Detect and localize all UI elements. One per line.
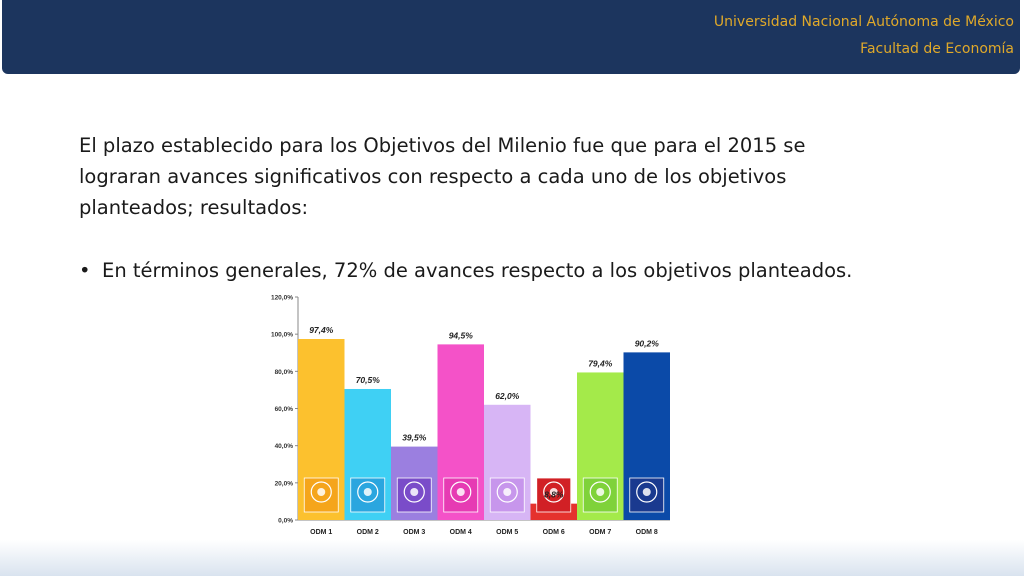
- odm-bar-chart: 0,0% 20,0% 40,0% 60,0% 80,0% 100,0% 120,0% 97,…: [271, 295, 670, 536]
- chart-bars: [298, 338, 670, 520]
- y-tick-label: 0,0%: [278, 518, 293, 525]
- y-tick-label: 100,0%: [271, 332, 293, 339]
- x-tick-label: ODM 7: [589, 529, 611, 536]
- data-label: 94,5%: [449, 330, 474, 340]
- goal-icon-center: [363, 488, 372, 496]
- goal-icon-center: [410, 488, 419, 496]
- y-tick-label: 40,0%: [275, 443, 294, 450]
- goal-icon-emblem: [357, 481, 379, 503]
- data-label: 8,8%: [544, 490, 564, 500]
- data-label: 79,4%: [588, 358, 613, 368]
- goal-icon-center: [549, 488, 558, 496]
- footer-gradient: [0, 540, 1024, 576]
- y-tick-label: 80,0%: [275, 369, 294, 376]
- data-label: 62,0%: [495, 391, 520, 401]
- goal-icon-center: [456, 488, 465, 496]
- x-tick-label: ODM 1: [310, 529, 332, 536]
- y-tick-label: 60,0%: [275, 406, 294, 413]
- header-bar: Universidad Nacional Autónoma de México …: [2, 0, 1020, 74]
- university-name: Universidad Nacional Autónoma de México: [713, 14, 1014, 30]
- goal-icon: [536, 477, 572, 513]
- data-label: 39,5%: [402, 433, 427, 443]
- x-tick-label: ODM 3: [403, 529, 425, 536]
- y-tick-label: 120,0%: [271, 295, 293, 302]
- goal-icon-center: [642, 488, 651, 496]
- goal-icon-emblem: [496, 481, 518, 503]
- goal-icon-center: [596, 488, 605, 496]
- x-tick-label: ODM 8: [636, 529, 658, 536]
- goal-icon-emblem: [450, 481, 472, 503]
- data-label: 70,5%: [356, 375, 381, 385]
- x-tick-label: ODM 5: [496, 529, 518, 536]
- chart-labels: 97,4% ODM 1 70,5% ODM 2 39,5% ODM 3 94,5% ODM 4…: [309, 325, 659, 536]
- goal-icon-center: [317, 488, 326, 496]
- goal-icon-emblem: [589, 481, 611, 503]
- goal-icon-center: [503, 488, 512, 496]
- bullet-dot: •: [79, 259, 91, 282]
- faculty-name: Facultad de Economía: [860, 41, 1014, 57]
- x-tick-label: ODM 2: [357, 529, 379, 536]
- goal-icon-emblem: [636, 481, 658, 503]
- goal-icon-emblem: [310, 481, 332, 503]
- x-tick-label: ODM 4: [450, 529, 472, 536]
- bullet-text: En términos generales, 72% de avances re…: [102, 259, 853, 282]
- bullet-item: • En términos generales, 72% de avances r…: [79, 255, 979, 286]
- x-tick-label: ODM 6: [543, 529, 565, 536]
- data-label: 90,2%: [635, 338, 660, 348]
- data-label: 97,4%: [309, 325, 334, 335]
- goal-icon-emblem: [403, 481, 425, 503]
- y-tick-label: 20,0%: [275, 480, 294, 487]
- intro-paragraph: El plazo establecido para los Objetivos …: [79, 134, 806, 219]
- goal-icon-emblem: [543, 481, 565, 503]
